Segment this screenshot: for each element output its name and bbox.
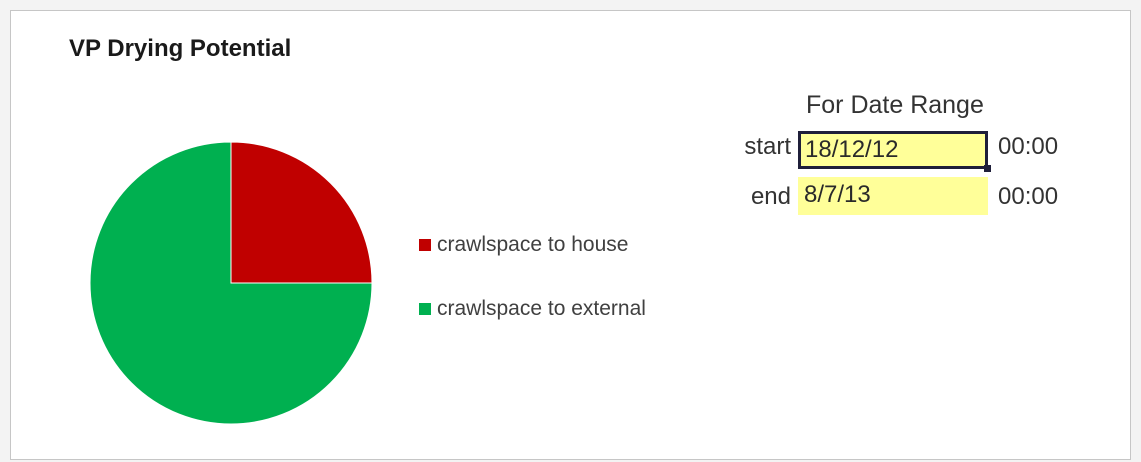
date-range-heading: For Date Range: [806, 91, 984, 119]
end-label: end: [750, 183, 791, 210]
legend-item-house[interactable]: crawlspace to house: [419, 233, 628, 257]
end-time-cell[interactable]: 00:00: [998, 183, 1059, 210]
start-label: start: [744, 133, 791, 160]
legend-label-external: crawlspace to external: [437, 297, 646, 320]
end-date-value: 8/7/13: [804, 181, 871, 208]
pie-slice-external[interactable]: [89, 141, 373, 425]
chart-title: VP Drying Potential: [69, 35, 292, 62]
legend-swatch-house: [419, 239, 431, 251]
end-date-cell[interactable]: 8/7/13: [798, 177, 988, 215]
pie-chart[interactable]: [81, 133, 381, 433]
start-time-cell[interactable]: 00:00: [998, 133, 1059, 160]
legend-item-external[interactable]: crawlspace to external: [419, 297, 646, 321]
chart-panel: VP Drying Potential crawlspace to house …: [10, 10, 1131, 460]
legend-swatch-external: [419, 303, 431, 315]
pie-slice-house[interactable]: [230, 141, 373, 284]
legend-label-house: crawlspace to house: [437, 233, 629, 256]
start-date-value: 18/12/12: [805, 136, 899, 163]
start-date-cell[interactable]: 18/12/12: [798, 131, 991, 172]
fill-handle[interactable]: [984, 165, 991, 172]
